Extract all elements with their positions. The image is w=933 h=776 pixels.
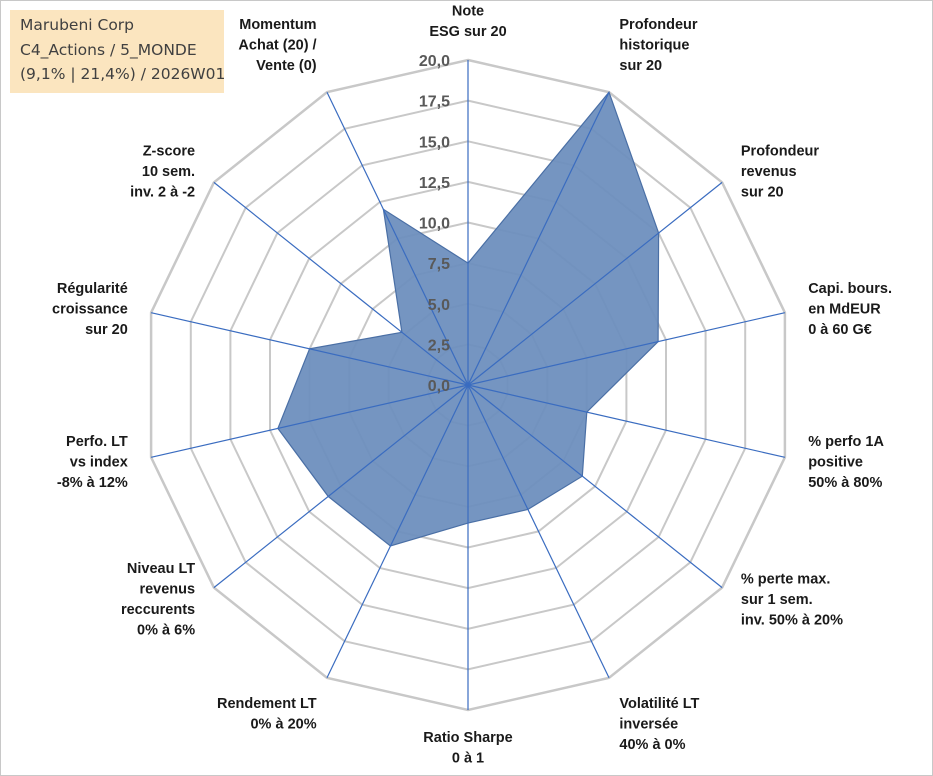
- category-label-line: Profondeur: [619, 17, 697, 33]
- tick-label-2: 5,0: [428, 297, 450, 314]
- category-label-line: positive: [808, 454, 863, 470]
- tick-label-5: 12,5: [419, 175, 450, 192]
- axis-spoke-5: [467, 384, 786, 458]
- category-label-line: vs index: [70, 454, 128, 470]
- category-label-10: Niveau LT revenus reccurents 0% à 6%: [121, 561, 195, 639]
- category-label-line: inv. 2 à -2: [130, 185, 195, 201]
- category-label-line: sur 20: [85, 322, 128, 338]
- axis-spoke-14: [326, 91, 469, 386]
- category-label-line: revenus: [741, 164, 797, 180]
- tick-label-8: 20,0: [419, 53, 450, 70]
- category-label-line: Rendement LT: [217, 696, 317, 712]
- category-label-line: revenus: [139, 582, 195, 598]
- category-label-line: inv. 50% à 20%: [741, 612, 843, 628]
- category-label-line: inversée: [619, 717, 678, 733]
- category-label-line: Perfo. LT: [66, 434, 128, 450]
- category-label-line: Niveau LT: [127, 561, 195, 577]
- category-label-12: Régularité croissance sur 20: [52, 281, 128, 338]
- axis-spoke-7: [467, 384, 610, 679]
- category-label-line: Capi. bours.: [808, 281, 892, 297]
- category-label-line: Profondeur: [741, 144, 819, 160]
- category-label-4: Capi. bours. en MdEUR 0 à 60 G€: [808, 281, 892, 338]
- category-label-line: Vente (0): [256, 58, 317, 74]
- axis-spoke-6: [467, 384, 723, 589]
- axis-spoke-13: [213, 181, 469, 386]
- axis-spoke-9: [326, 384, 469, 679]
- title-box: Marubeni Corp C4_Actions / 5_MONDE (9,1%…: [10, 10, 226, 93]
- category-label-1: Note ESG sur 20: [429, 4, 506, 41]
- category-label-line: Achat (20) /: [238, 38, 316, 54]
- title-line-portfolio: C4_Actions / 5_MONDE: [20, 40, 197, 59]
- category-label-13: Z-score 10 sem. inv. 2 à -2: [130, 144, 195, 201]
- tick-label-1: 2,5: [428, 337, 450, 354]
- category-label-line: sur 20: [741, 185, 784, 201]
- title-line-period: (9,1% | 21,4%) / 2026W01: [20, 65, 226, 83]
- category-label-9: Rendement LT 0% à 20%: [217, 696, 317, 733]
- category-label-line: Volatilité LT: [619, 696, 699, 712]
- category-label-2: Profondeur historique sur 20: [619, 17, 697, 74]
- axis-spoke-12: [150, 312, 469, 386]
- category-label-line: en MdEUR: [808, 302, 881, 318]
- category-label-line: 40% à 0%: [619, 737, 685, 753]
- category-label-line: 10 sem.: [142, 164, 195, 180]
- category-label-11: Perfo. LT vs index -8% à 12%: [57, 434, 128, 491]
- category-label-14: Momentum Achat (20) / Vente (0): [238, 17, 316, 74]
- category-label-line: sur 1 sem.: [741, 592, 813, 608]
- category-label-line: 50% à 80%: [808, 475, 882, 491]
- axis-spoke-4: [467, 312, 786, 386]
- category-label-3: Profondeur revenus sur 20: [741, 144, 819, 201]
- category-label-line: Note: [452, 4, 484, 20]
- category-label-line: Momentum: [239, 17, 316, 33]
- category-label-line: sur 20: [619, 58, 662, 74]
- category-label-line: croissance: [52, 302, 128, 318]
- axis-spoke-11: [150, 384, 469, 458]
- category-label-line: % perte max.: [741, 571, 830, 587]
- category-label-7: Volatilité LT inversée 40% à 0%: [619, 696, 699, 753]
- tick-label-3: 7,5: [428, 256, 450, 273]
- axis-spoke-2: [467, 91, 610, 386]
- category-label-line: Ratio Sharpe: [423, 730, 512, 746]
- tick-label-0: 0,0: [428, 378, 450, 395]
- tick-label-4: 10,0: [419, 216, 450, 233]
- tick-label-6: 15,0: [419, 134, 450, 151]
- category-label-line: Z-score: [143, 144, 195, 160]
- category-label-line: ESG sur 20: [429, 24, 506, 40]
- category-label-line: 0 à 1: [452, 751, 484, 767]
- tick-label-7: 17,5: [419, 94, 450, 111]
- category-label-line: 0% à 20%: [250, 717, 316, 733]
- axis-spoke-10: [213, 384, 469, 589]
- category-label-line: % perfo 1A: [808, 434, 884, 450]
- category-label-8: Ratio Sharpe 0 à 1: [423, 730, 512, 767]
- category-label-6: % perte max. sur 1 sem. inv. 50% à 20%: [741, 571, 843, 628]
- category-label-line: -8% à 12%: [57, 475, 128, 491]
- axis-spoke-3: [467, 181, 723, 386]
- category-label-line: reccurents: [121, 602, 195, 618]
- title-line-company: Marubeni Corp: [20, 16, 135, 34]
- category-label-line: 0% à 6%: [137, 623, 195, 639]
- category-label-line: 0 à 60 G€: [808, 322, 872, 338]
- category-label-5: % perfo 1A positive 50% à 80%: [808, 434, 884, 491]
- category-label-line: historique: [619, 38, 689, 54]
- category-label-line: Régularité: [57, 281, 128, 297]
